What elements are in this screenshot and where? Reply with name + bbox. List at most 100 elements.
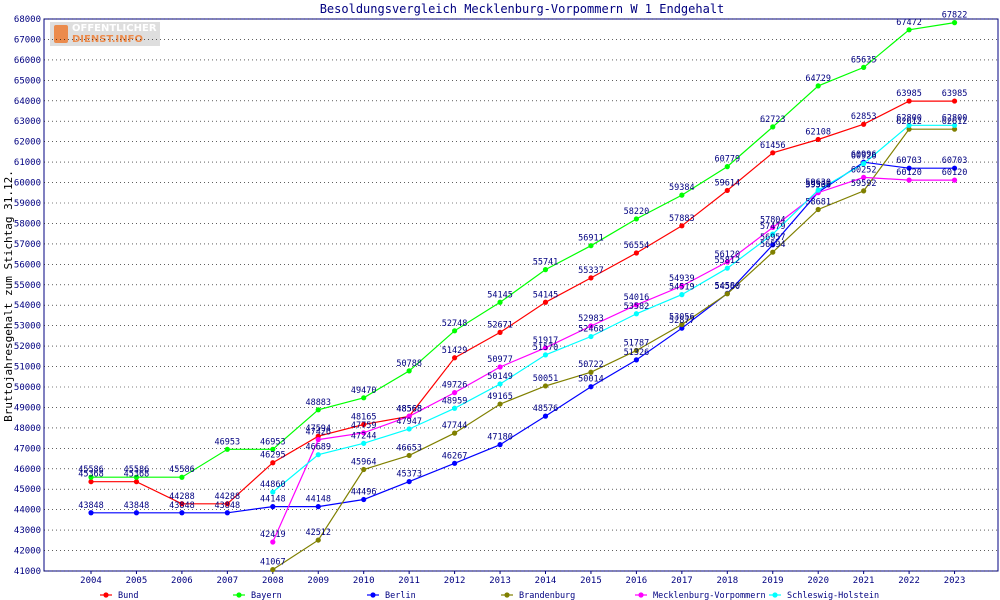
data-label-bund: 47594 [305, 424, 331, 434]
y-tick-label: 64000 [14, 97, 41, 107]
y-tick-label: 59000 [14, 199, 41, 209]
legend-item-mecklenburg-vorpommern: Mecklenburg-Vorpommern [635, 591, 766, 600]
y-tick-label: 60000 [14, 179, 41, 189]
legend-label: Schleswig-Holstein [787, 591, 879, 600]
data-label-schleswig-holstein: 48959 [442, 396, 468, 406]
data-label-mecklenburg-vorpommern: 60252 [851, 165, 877, 175]
plot-frame [43, 18, 999, 572]
data-point-bayern [770, 124, 776, 130]
y-tick-label: 51000 [14, 363, 41, 373]
data-label-brandenburg: 41067 [260, 558, 286, 568]
data-label-bund: 44288 [169, 492, 195, 502]
data-point-bund [270, 460, 276, 466]
data-label-berlin: 47180 [487, 433, 513, 443]
y-tick-label: 42000 [14, 547, 41, 557]
x-tick-label: 2018 [716, 576, 738, 586]
data-point-bayern [542, 267, 549, 273]
legend-item-bayern: Bayern [233, 591, 282, 600]
data-point-mecklenburg-vorpommern [270, 539, 276, 545]
data-label-berlin: 44496 [351, 488, 377, 498]
data-point-berlin [88, 510, 94, 516]
x-tick-label: 2011 [398, 576, 420, 586]
data-point-bund [815, 136, 821, 143]
data-label-brandenburg: 45964 [351, 458, 377, 468]
data-label-brandenburg: 53056 [669, 313, 695, 323]
y-tick-label: 47000 [14, 444, 41, 454]
data-label-mecklenburg-vorpommern: 57804 [760, 215, 786, 225]
axis-layer: 41000 42000 43000 44000 45000 46000 47000 48000… [14, 15, 965, 586]
grid-layer [43, 18, 999, 572]
data-label-bund: 59614 [715, 178, 741, 188]
data-point-schleswig-holstein [315, 452, 321, 458]
data-point-berlin [951, 165, 958, 171]
legend-item-brandenburg: Brandenburg [501, 591, 575, 600]
data-point-bund [770, 150, 776, 156]
data-point-bund [88, 479, 94, 485]
data-label-bund: 44288 [215, 492, 241, 502]
data-label-brandenburg: 50722 [578, 360, 604, 370]
legend-label: Bayern [251, 591, 282, 600]
data-point-brandenburg [951, 126, 958, 132]
data-point-berlin [542, 413, 549, 419]
data-point-bund [452, 355, 458, 361]
data-label-schleswig-holstein: 44860 [260, 480, 286, 490]
data-point-bund [906, 98, 912, 104]
data-point-schleswig-holstein [861, 161, 867, 167]
data-label-berlin: 44148 [305, 495, 331, 505]
data-point-schleswig-holstein [452, 405, 458, 411]
data-label-mecklenburg-vorpommern: 49726 [442, 381, 468, 391]
data-label-brandenburg: 62612 [942, 117, 968, 127]
legend-swatch-marker [504, 592, 510, 598]
data-point-brandenburg [315, 537, 321, 543]
data-point-mecklenburg-vorpommern [861, 174, 867, 181]
data-label-berlin: 43848 [169, 501, 195, 511]
series-line-brandenburg [272, 128, 955, 571]
logo-mark-icon [54, 25, 68, 43]
data-label-schleswig-holstein: 57479 [760, 222, 786, 232]
x-tick-label: 2017 [671, 576, 693, 586]
data-point-schleswig-holstein [679, 292, 685, 298]
legend-swatch-marker [236, 592, 242, 598]
data-point-berlin [633, 357, 640, 363]
data-label-mecklenburg-vorpommern: 42419 [260, 530, 286, 540]
data-label-brandenburg: 51787 [624, 338, 650, 348]
data-label-bund: 55337 [578, 266, 604, 276]
series-line-berlin [91, 161, 955, 514]
data-point-brandenburg [861, 188, 867, 194]
data-label-schleswig-holstein: 60926 [851, 152, 877, 162]
data-label-berlin: 43848 [215, 501, 241, 511]
data-point-brandenburg [497, 401, 503, 407]
data-point-brandenburg [452, 430, 458, 436]
y-tick-label: 68000 [14, 15, 41, 25]
data-label-brandenburg: 59592 [851, 179, 877, 189]
legend-label: Berlin [385, 591, 416, 600]
logo-text: OFFENTLICHER DIENST.INFO [72, 23, 157, 45]
data-label-bayern: 65635 [851, 55, 877, 65]
data-point-bayern [133, 474, 140, 480]
data-point-brandenburg [588, 369, 594, 375]
y-tick-label: 58000 [14, 219, 41, 229]
x-tick-label: 2008 [262, 576, 284, 586]
data-label-berlin: 52877 [669, 316, 695, 326]
data-label-berlin: 43848 [78, 501, 104, 511]
data-label-bayern: 59384 [669, 183, 695, 193]
y-tick-label: 53000 [14, 322, 41, 332]
data-label-schleswig-holstein: 47947 [396, 417, 422, 427]
legend-item-berlin: Berlin [367, 591, 416, 600]
data-point-bund [224, 501, 230, 507]
x-tick-label: 2010 [353, 576, 375, 586]
data-label-bayern: 50788 [396, 359, 422, 369]
data-label-bayern: 54145 [487, 290, 513, 300]
data-label-bund: 48165 [351, 413, 377, 423]
y-tick-label: 65000 [14, 76, 41, 86]
data-label-bund: 45368 [124, 470, 150, 480]
data-point-berlin [179, 510, 185, 516]
data-point-berlin [406, 478, 412, 485]
data-point-berlin [270, 504, 276, 510]
data-label-bayern: 45586 [78, 465, 104, 475]
data-label-bund: 52671 [487, 320, 513, 330]
data-label-schleswig-holstein: 53582 [624, 302, 650, 312]
data-label-brandenburg: 42512 [305, 528, 331, 538]
y-tick-label: 54000 [14, 301, 41, 311]
